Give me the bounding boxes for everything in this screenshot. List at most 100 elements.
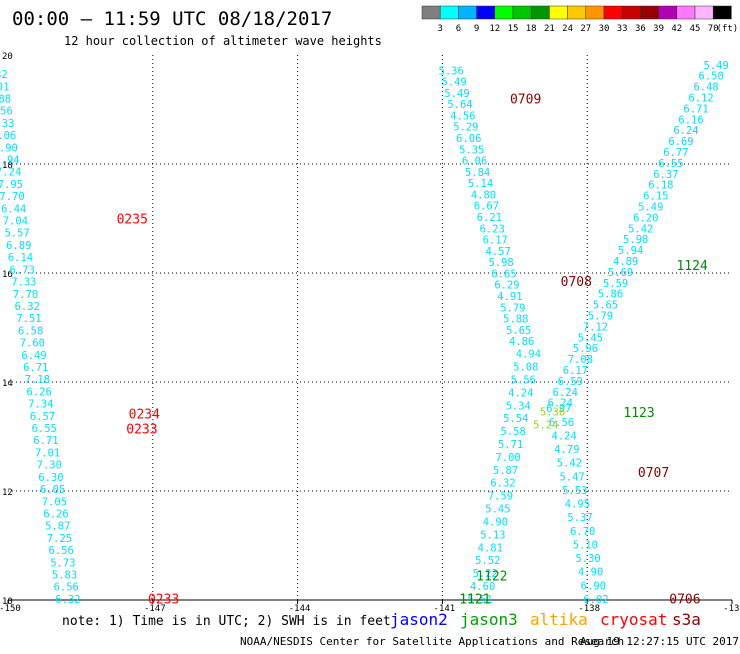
wave-height-label: 6.26	[43, 508, 68, 520]
color-scale-swatch	[530, 5, 550, 20]
wave-height-label: 6.89	[6, 240, 31, 252]
wave-height-label: 6.06	[456, 133, 481, 145]
footer-note: note: 1) Time is in UTC; 2) SWH is in fe…	[62, 614, 391, 629]
wave-height-label: 6.69	[668, 136, 693, 148]
wave-height-label: 7.00	[495, 452, 520, 464]
wave-height-label: 6.97	[546, 403, 571, 415]
y-tick-label: 16	[2, 270, 13, 280]
color-scale-label: 42	[671, 24, 682, 34]
wave-height-label: 6.56	[54, 582, 79, 594]
wave-height-label: 7.24	[0, 167, 21, 179]
wave-height-label: 7.01	[0, 81, 9, 93]
pass-time-label: 0234	[129, 408, 160, 423]
y-tick-label: 12	[2, 488, 13, 498]
wave-height-label: 7.33	[11, 277, 36, 289]
wave-height-label: 6.21	[477, 212, 502, 224]
wave-height-label: 4.79	[554, 444, 579, 456]
legend-entry: s3a	[672, 610, 701, 629]
color-scale-label: 24	[562, 24, 573, 34]
wave-height-label: 6.67	[474, 201, 499, 213]
wave-height-label: 5.42	[628, 223, 653, 235]
wave-height-label: 5.36	[439, 65, 464, 77]
color-scale-swatch	[658, 5, 678, 20]
wave-height-label: 5.36	[540, 406, 565, 418]
wave-height-label: 5.96	[573, 343, 598, 355]
wave-height-label: 6.71	[33, 435, 58, 447]
color-scale-swatch	[712, 5, 732, 20]
wave-height-label: 6.37	[653, 169, 678, 181]
chart-title: 00:00 – 11:59 UTC 08/18/2017	[12, 8, 332, 30]
pass-time-label: 1122	[476, 569, 507, 584]
wave-height-label: 6.26	[26, 386, 51, 398]
wave-height-label: 5.86	[598, 289, 623, 301]
wave-height-label: 5.47	[559, 471, 584, 483]
x-tick-label: -144	[289, 604, 311, 614]
wave-height-label: 4.91	[497, 291, 522, 303]
wave-height-label: 5.83	[52, 569, 77, 581]
legend-entry: cryosat	[600, 610, 667, 629]
wave-height-label: 6.56	[49, 545, 74, 557]
wave-height-label: 6.55	[32, 423, 57, 435]
wave-height-label: 6.90	[581, 580, 606, 592]
wave-height-label: 5.49	[444, 88, 469, 100]
pass-time-label: 0707	[638, 466, 669, 481]
color-scale-label: 18	[526, 24, 537, 34]
wave-height-label: 6.71	[23, 362, 48, 374]
wave-height-label: 5.73	[50, 557, 75, 569]
wave-height-label: 7.30	[37, 460, 62, 472]
wave-height-label: 4.24	[551, 430, 576, 442]
wave-height-label: 6.32	[0, 69, 8, 81]
satellite-legend: jason2 jason3 altika cryosat s3a	[390, 610, 701, 629]
color-scale-label: 9	[474, 24, 479, 34]
wave-height-label: 7.70	[13, 289, 38, 301]
wave-height-label: 6.55	[658, 158, 683, 170]
wave-height-label: 4.56	[450, 110, 475, 122]
pass-time-label: 1121	[459, 592, 490, 607]
color-scale-swatch	[585, 5, 605, 20]
wave-height-label: 7.25	[47, 533, 72, 545]
color-scale-label: 21	[544, 24, 555, 34]
pass-time-label: 1124	[676, 259, 707, 274]
color-scale-swatch	[512, 5, 532, 20]
pass-time-annotations: 0709112502351124070802341123023307071122…	[117, 93, 708, 608]
color-scale-legend: 3 6 9 12 15 18 21 24 27 30 33 36 39 42 45 70(ft)	[421, 5, 738, 34]
wave-height-label: 6.24	[553, 387, 578, 399]
x-tick-label: -150	[0, 604, 21, 614]
wave-height-label: 6.65	[491, 268, 516, 280]
wave-height-label: 7.34	[28, 399, 53, 411]
chart-grid	[8, 55, 732, 600]
chart-footer: note: 1) Time is in UTC; 2) SWH is in fe…	[62, 610, 739, 648]
wave-height-label: 6.17	[563, 365, 588, 377]
pass-time-label: 0709	[510, 93, 541, 108]
color-scale-label: 12	[489, 24, 500, 34]
wave-height-label: 5.88	[503, 314, 528, 326]
wave-height-label: 4.60	[470, 581, 495, 593]
wave-height-label: 6.32	[490, 478, 515, 490]
wave-height-label: 6.90	[0, 142, 18, 154]
wave-height-label: 5.35	[459, 144, 484, 156]
wave-height-label: 6.57	[30, 411, 55, 423]
color-scale-label: 15	[508, 24, 519, 34]
wave-height-label: 6.12	[688, 93, 713, 105]
wave-height-label: 5.51	[467, 594, 492, 606]
wave-height-label: 4.57	[486, 246, 511, 258]
y-tick-label: 18	[2, 161, 13, 171]
wave-height-label: 6.48	[693, 82, 718, 94]
wave-height-label: 6.18	[648, 180, 673, 192]
wave-height-label: 5.42	[557, 458, 582, 470]
wave-height-label: 7.06	[0, 130, 16, 142]
color-scale-swatch	[567, 5, 587, 20]
wave-height-label: 5.45	[578, 332, 603, 344]
wave-height-label: 6.29	[494, 280, 519, 292]
wave-height-label: 7.12	[583, 321, 608, 333]
wave-height-label: 4.86	[509, 336, 534, 348]
x-tick-label: -135	[723, 604, 740, 614]
wave-height-label: 4.24	[508, 387, 533, 399]
color-scale-label: 30	[599, 24, 610, 34]
color-scale-label: 39	[653, 24, 664, 34]
pass-time-label: 0233	[148, 592, 179, 607]
wave-height-label: 6.77	[663, 147, 688, 159]
color-scale-label: 33	[617, 24, 628, 34]
legend-entry: jason3	[460, 610, 518, 629]
